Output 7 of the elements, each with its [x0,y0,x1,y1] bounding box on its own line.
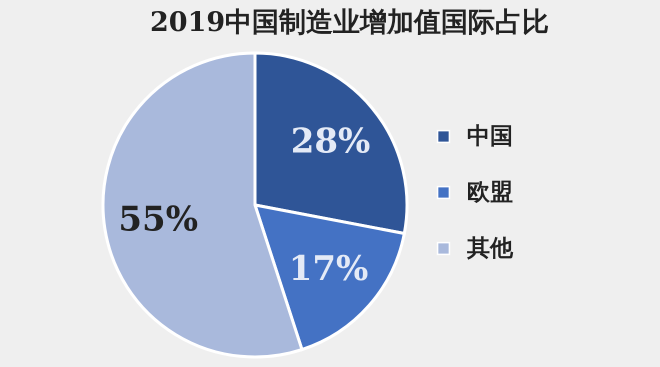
chart-title: 2019中国制造业增加值国际占比 [150,7,550,38]
data-label: 28% [290,122,370,162]
legend-label: 欧盟 [467,180,513,206]
data-label: 55% [118,199,198,240]
data-label: 17% [288,248,368,289]
legend-label: 其他 [466,236,514,262]
legend-label: 中国 [467,124,513,150]
